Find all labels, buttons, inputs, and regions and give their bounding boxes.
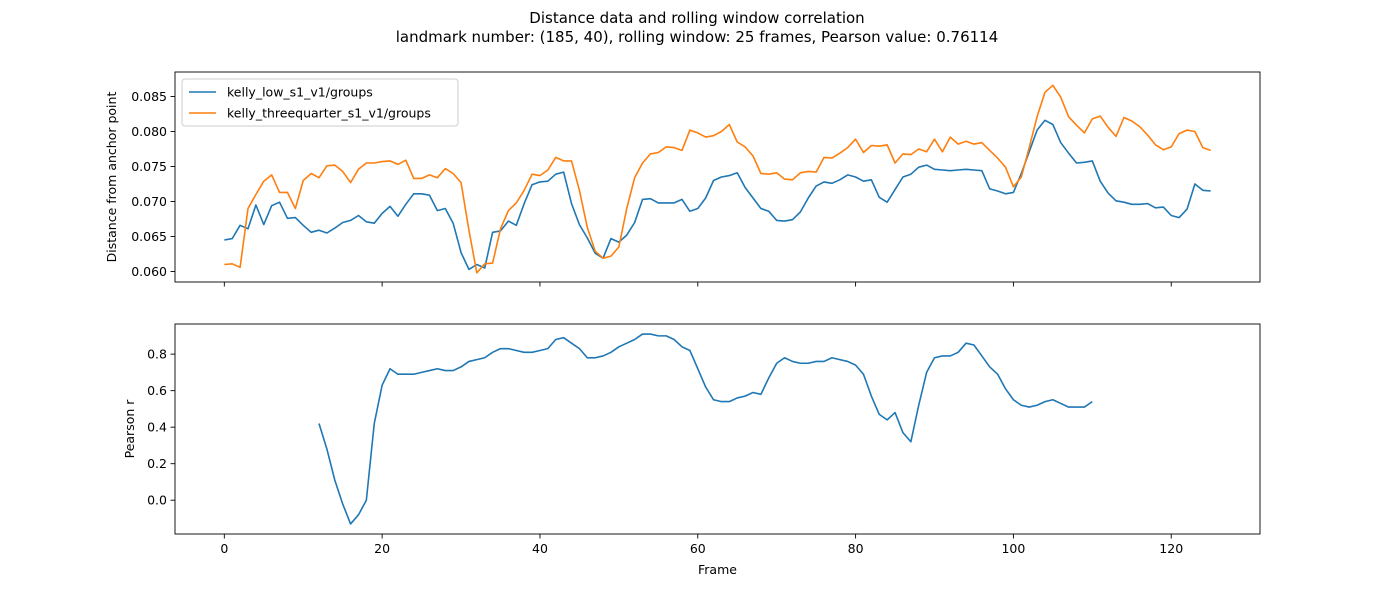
bottom-panel-xtick-label: 80 — [848, 541, 864, 556]
top-panel-series-line-1 — [224, 119, 1211, 271]
bottom-panel-ytick-label: 0.2 — [147, 456, 167, 471]
top-panel-legend-label: kelly_low_s1_v1/groups — [227, 85, 373, 100]
top-panel-ytick-label: 0.060 — [131, 264, 167, 279]
top-panel-legend-label: kelly_threequarter_s1_v1/groups — [227, 106, 431, 121]
bottom-panel-ytick-label: 0.8 — [147, 347, 167, 362]
top-panel-ylabel: Distance from anchor point — [104, 92, 119, 263]
top-panel-ytick-label: 0.070 — [131, 194, 167, 209]
bottom-panel-ytick-label: 0.0 — [147, 493, 167, 508]
figure-title-line-1: Distance data and rolling window correla… — [529, 9, 865, 27]
bottom-panel-ytick-label: 0.4 — [147, 420, 167, 435]
top-panel-series-line-2 — [224, 84, 1211, 274]
bottom-panel-xtick-label: 120 — [1159, 541, 1183, 556]
bottom-panel-ylabel: Pearson r — [122, 399, 137, 459]
bottom-panel-xtick-label: 100 — [1001, 541, 1025, 556]
top-panel-axes-frame — [174, 71, 1261, 283]
bottom-panel-xtick-label: 20 — [374, 541, 390, 556]
bottom-panel-xtick-label: 0 — [220, 541, 228, 556]
bottom-panel-xlabel: Frame — [698, 562, 737, 577]
top-panel-legend-box — [181, 78, 459, 127]
bottom-panel-xtick-label: 40 — [532, 541, 548, 556]
top-panel: 0.060 0.065 0.070 0.075 0.080 0.085 Distance f… — [104, 71, 1261, 287]
bottom-panel-ytick-label: 0.6 — [147, 383, 167, 398]
top-panel-ytick-label: 0.085 — [131, 89, 167, 104]
top-panel-ytick-label: 0.075 — [131, 159, 167, 174]
top-panel-ytick-label: 0.080 — [131, 124, 167, 139]
bottom-panel-xtick-label: 60 — [690, 541, 706, 556]
figure-title-line-2: landmark number: (185, 40), rolling wind… — [395, 28, 999, 46]
top-panel-ytick-label: 0.065 — [131, 229, 167, 244]
bottom-panel-axes-frame — [174, 323, 1261, 535]
bottom-panel: 0 20 40 60 80 100 120 0.0 0.2 0.4 0.6 0.8 Pearson r F… — [122, 323, 1261, 577]
figure-title: Distance data and rolling window correla… — [0, 9, 1394, 47]
bottom-panel-series-line-1 — [318, 333, 1093, 525]
